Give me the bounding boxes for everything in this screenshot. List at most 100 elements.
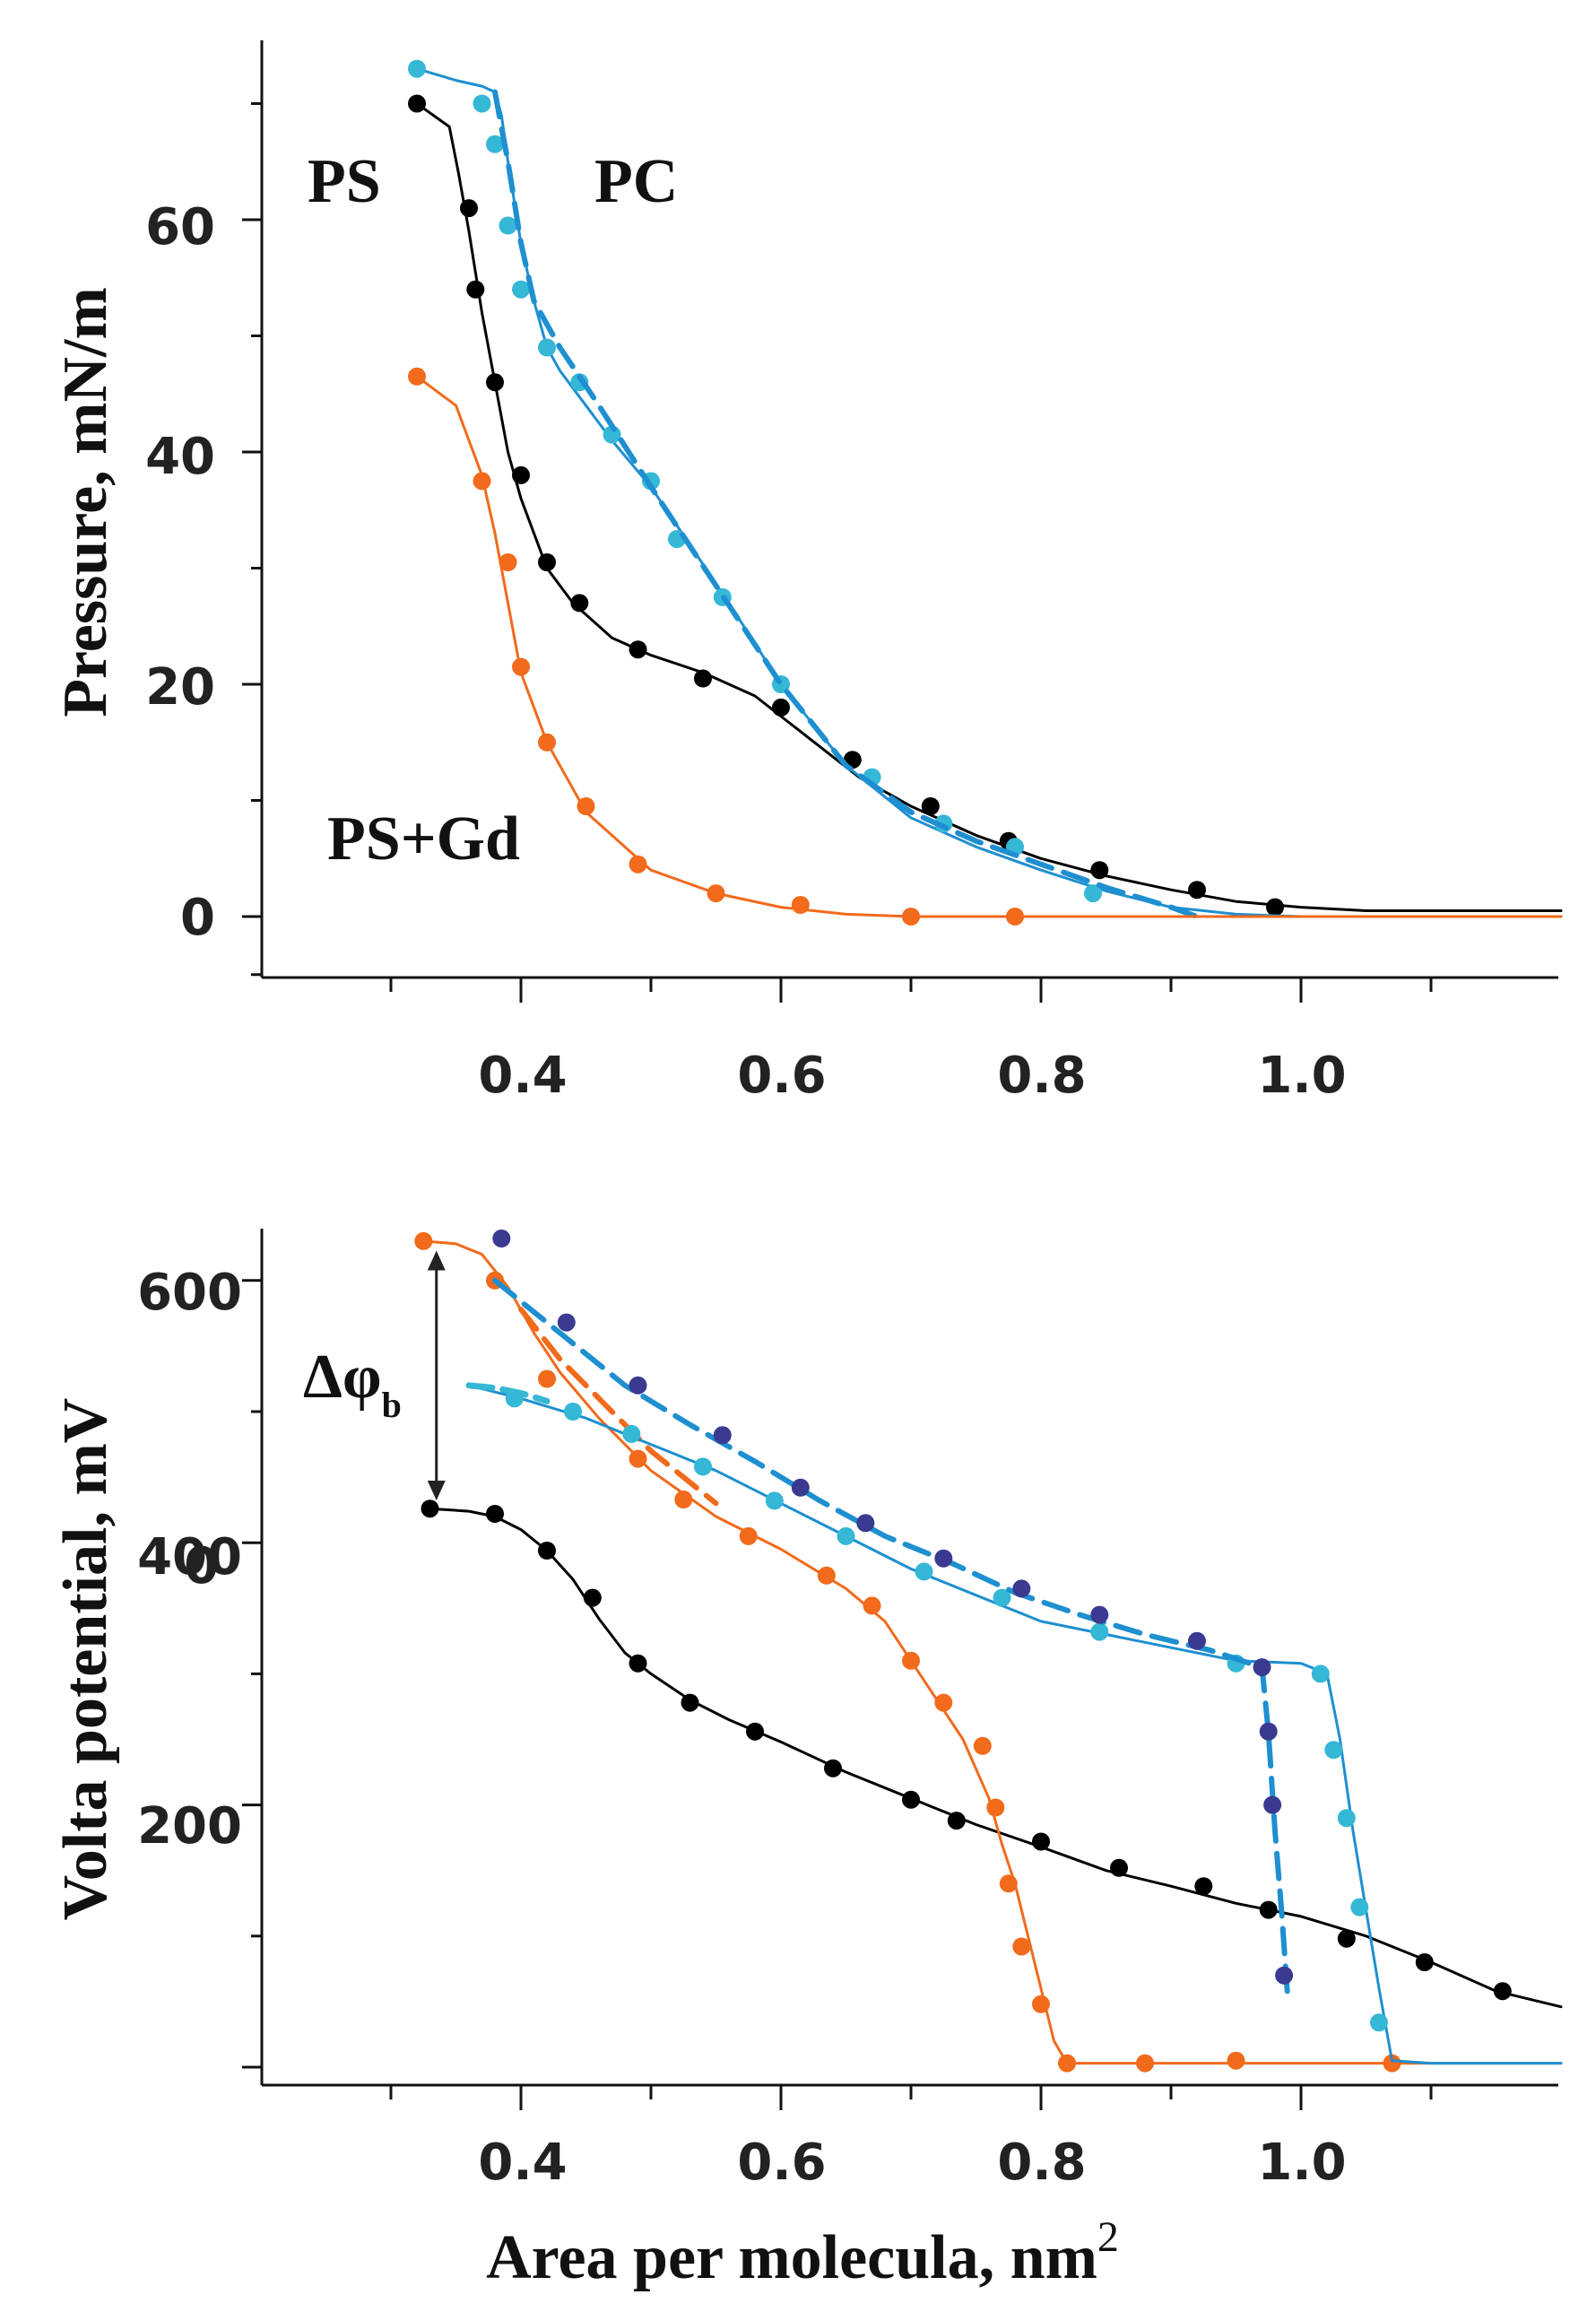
volta-series-pc-dashed-markers-marker: [713, 1426, 732, 1445]
pressure-series-ps-line: [415, 102, 1563, 912]
volta-series-pc-marker: [564, 1403, 582, 1421]
volta-y-axis-title-text: Volta potential, mV: [51, 1398, 120, 1921]
pressure-series-pc-marker: [473, 94, 491, 113]
volta-series-ps-marker: [1415, 1953, 1434, 1971]
volta-series-ps-gd-marker: [934, 1693, 953, 1712]
delta-phi-main: Δφ: [303, 1343, 382, 1412]
pressure-series-ps-gd-marker: [473, 472, 491, 491]
volta-series-ps-gd-marker: [863, 1596, 881, 1615]
x-axis-title-text: Area per molecula, nm: [486, 2223, 1097, 2292]
volta-series-ps-marker: [681, 1693, 699, 1712]
volta-series-ps-gd-marker: [1227, 2051, 1245, 2070]
pressure-series-ps-marker: [460, 199, 478, 218]
pressure-y-tick-label: 20: [145, 658, 215, 717]
pressure-ticks: [242, 102, 1433, 1003]
volta-series-ps-gd-marker: [1383, 2054, 1401, 2073]
delta-phi-arrow-head-top: [427, 1250, 446, 1271]
pressure-series-ps-marker: [538, 553, 556, 571]
pressure-series-ps-marker: [512, 465, 530, 484]
volta-series-pc-marker: [1350, 1898, 1369, 1917]
volta-series-ps-gd-line: [421, 1239, 1563, 2065]
pressure-y-tick-label: 40: [145, 428, 215, 486]
pressure-series-ps-marker: [1266, 898, 1284, 917]
pressure-series-pc-dashed-line: [492, 89, 1200, 919]
pressure-x-tick-label: 1.0: [1257, 1047, 1346, 1105]
pressure-series-ps-gd-marker: [707, 884, 725, 903]
volta-series-pc-dashed-light-line: [465, 1382, 551, 1404]
volta-series-ps-marker: [902, 1790, 920, 1809]
volta-series-ps-marker: [824, 1759, 842, 1777]
volta-series-pc-dashed-markers-marker: [1275, 1966, 1294, 1985]
volta-series-pc-dashed-line: [492, 1277, 1291, 2004]
pressure-series-pc-marker: [1084, 884, 1102, 903]
volta-series-ps-marker: [1493, 1982, 1512, 2001]
pressure-series-ps-marker: [694, 669, 712, 688]
volta-series-ps-gd-marker: [629, 1449, 647, 1468]
volta-series-pc-dashed-markers-marker: [1259, 1722, 1278, 1741]
volta-series-ps-marker: [746, 1722, 764, 1741]
volta-series-pc-dashed-markers-marker: [557, 1313, 576, 1332]
pressure-series-ps-gd-marker: [629, 855, 647, 874]
volta-series-ps-gd-marker: [414, 1231, 433, 1250]
volta-series-ps-gd-marker: [902, 1651, 920, 1670]
volta-series-pc-dashed-markers-marker: [1253, 1658, 1271, 1677]
volta-series-ps-gd-marker: [1136, 2054, 1154, 2073]
volta-y-tick-label: 400: [137, 1528, 242, 1586]
pressure-series-ps-gd-marker: [902, 908, 920, 926]
volta-y-axis-title: Volta potential, mV: [51, 1398, 120, 1921]
pressure-series-ps-marker: [921, 797, 940, 815]
ps-annotation: PS: [308, 147, 381, 216]
pressure-series-ps-gd-line: [415, 375, 1563, 918]
volta-series-ps-gd-marker: [817, 1566, 836, 1585]
volta-series-pc-marker: [1337, 1809, 1356, 1828]
volta-series-ps-gd-marker: [1058, 2054, 1076, 2073]
volta-series-ps-marker: [421, 1499, 439, 1518]
volta-series-pc-marker: [765, 1491, 784, 1510]
pressure-series-pc-marker: [512, 280, 530, 299]
volta-series-ps-marker: [1194, 1877, 1213, 1896]
pressure-y-tick-label: 60: [145, 198, 215, 256]
pc-annotation: PC: [594, 147, 678, 216]
volta-series-pc-marker: [694, 1457, 712, 1476]
volta-series-ps-marker: [1032, 1832, 1050, 1851]
volta-chart: 0 200 400 600 0.4 0.6 0.8 1.0 Volta pote…: [51, 1229, 1563, 2292]
pressure-series-ps-gd-marker: [577, 797, 595, 815]
volta-series-ps-gd-marker: [538, 1369, 556, 1388]
volta-y-tick-label: 0: [184, 1537, 219, 1595]
volta-series-ps-marker: [629, 1654, 647, 1673]
pressure-series-pc-marker: [538, 338, 556, 357]
volta-series-pc-marker: [1324, 1741, 1343, 1760]
x-axis-title-superscript: 2: [1097, 2213, 1119, 2261]
pressure-series-ps-gd-marker: [408, 367, 426, 386]
volta-series-pc-marker: [1311, 1664, 1330, 1683]
volta-series-ps-marker: [583, 1588, 602, 1607]
volta-x-tick-label: 0.8: [997, 2134, 1086, 2192]
volta-series-ps-gd-marker: [1012, 1937, 1031, 1956]
pressure-series-ps-gd-marker: [791, 896, 810, 914]
volta-series-ps-gd-marker: [986, 1798, 1005, 1817]
pressure-series-ps-marker: [1188, 881, 1206, 900]
volta-series-ps-gd-dashed-line: [518, 1307, 719, 1507]
pressure-x-tick-label: 0.8: [997, 1047, 1086, 1105]
volta-series-layer: [414, 1230, 1563, 2073]
volta-series-ps-gd-marker: [739, 1526, 758, 1545]
pressure-chart: 0 20 40 60 0.4 0.6 0.8 1.0 Pressure, mN/…: [51, 40, 1563, 1105]
pressure-x-tick-label: 0.6: [737, 1047, 826, 1105]
volta-y-tick-label: 600: [137, 1264, 242, 1322]
pressure-series-ps-gd-marker: [538, 733, 556, 752]
pressure-series-layer: [408, 59, 1563, 926]
pressure-series-ps-marker: [570, 594, 589, 613]
x-axis-title: Area per molecula, nm2: [486, 2213, 1119, 2292]
volta-series-ps-gd-marker: [674, 1491, 693, 1508]
pressure-series-ps-gd-marker: [512, 657, 530, 676]
volta-series-pc-dashed-markers-marker: [1263, 1795, 1282, 1814]
volta-series-pc-dashed-markers-marker: [791, 1478, 810, 1497]
pressure-y-tick-label: 0: [180, 889, 215, 947]
volta-x-tick-label: 0.6: [737, 2134, 826, 2192]
pressure-x-tick-label: 0.4: [478, 1047, 567, 1105]
volta-x-tick-label: 0.4: [478, 2134, 567, 2192]
volta-series-pc-line: [467, 1384, 1563, 2065]
delta-phi-subscript: b: [382, 1385, 402, 1425]
pressure-series-ps-marker: [408, 94, 426, 113]
volta-series-pc-marker: [993, 1588, 1011, 1607]
